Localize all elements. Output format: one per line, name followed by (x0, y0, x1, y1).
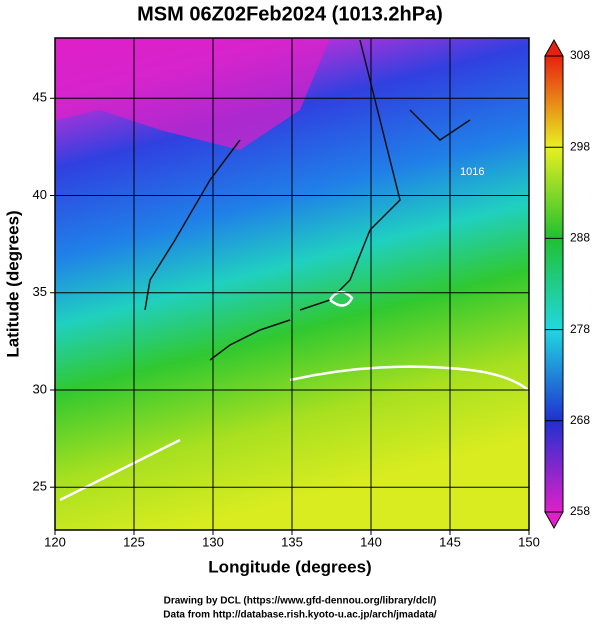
coastline (144, 39, 471, 361)
cold-region (55, 38, 330, 150)
x-tick-label: 150 (518, 534, 540, 549)
isobar-label: 1016 (460, 166, 484, 178)
colorbar-tick-label: 268 (570, 413, 590, 427)
y-tick-label: 40 (33, 187, 47, 202)
y-tick-label: 35 (33, 284, 47, 299)
y-tick-label: 30 (33, 381, 47, 396)
colorbar-tick-label: 308 (570, 48, 590, 62)
credit: Drawing by DCL (https://www.gfd-dennou.o… (164, 596, 437, 607)
credit: Data from http://database.rish.kyoto-u.a… (163, 610, 437, 621)
colorbar-tick-label: 278 (570, 322, 590, 336)
x-axis-label: Longitude (degrees) (208, 557, 371, 576)
x-tick-label: 135 (281, 534, 303, 549)
x-tick-label: 130 (202, 534, 224, 549)
y-tick-label: 25 (33, 479, 47, 494)
colorbar-max-extension (544, 38, 564, 57)
x-tick-label: 140 (360, 534, 382, 549)
x-tick-label: 145 (439, 534, 461, 549)
y-axis-label: Latitude (degrees) (3, 210, 22, 357)
colorbar-min-extension (544, 511, 564, 530)
title: MSM 06Z02Feb2024 (1013.2hPa) (137, 3, 443, 25)
y-tick-label: 45 (33, 90, 47, 105)
colorbar-tick-label: 288 (570, 231, 590, 245)
x-tick-label: 125 (123, 534, 145, 549)
colorbar-tick-label: 258 (570, 504, 590, 518)
x-tick-label: 120 (44, 534, 66, 549)
colorbar-tick-label: 298 (570, 139, 590, 153)
colorbar (544, 55, 564, 513)
isobar (59, 290, 529, 502)
